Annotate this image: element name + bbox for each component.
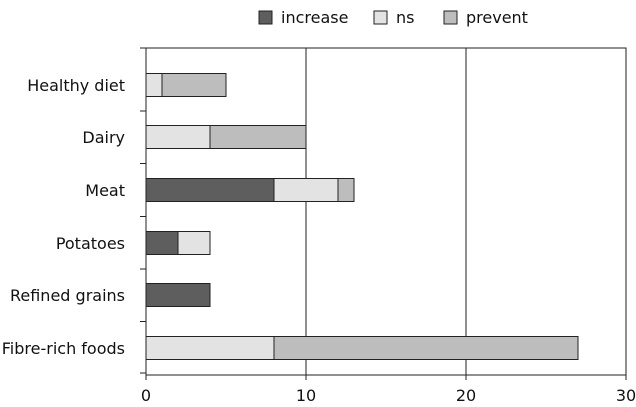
- bar-dairy-ns: [145, 125, 211, 149]
- bar-fibre-rich-foods-prevent: [273, 336, 579, 360]
- bar-meat-ns: [273, 178, 339, 202]
- legend-swatch-increase: [258, 10, 273, 25]
- bars: [145, 73, 579, 360]
- bar-refined-grains-increase: [145, 283, 211, 307]
- y-axis-labels: Healthy diet Dairy Meat Potatoes Refined gra…: [2, 76, 125, 358]
- bar-dairy-prevent: [209, 125, 307, 149]
- legend-label-ns: ns: [396, 8, 414, 27]
- x-tick-label-20: 20: [456, 386, 476, 405]
- legend-label-prevent: prevent: [466, 8, 528, 27]
- bar-meat-increase: [145, 178, 275, 202]
- x-tick-label-0: 0: [141, 386, 151, 405]
- y-label-dairy: Dairy: [82, 128, 125, 147]
- legend-label-increase: increase: [281, 8, 348, 27]
- x-tick-label-10: 10: [296, 386, 316, 405]
- x-axis-labels: 0 10 20 30: [141, 386, 636, 405]
- legend-item-ns: ns: [373, 8, 414, 27]
- y-label-fibre-rich-foods: Fibre-rich foods: [2, 339, 125, 358]
- bar-potatoes-ns: [177, 231, 211, 255]
- grid-lines: [305, 48, 467, 375]
- y-label-potatoes: Potatoes: [56, 234, 125, 253]
- x-tick-label-30: 30: [616, 386, 636, 405]
- legend-swatch-ns: [373, 10, 388, 25]
- axes: [140, 47, 627, 380]
- y-label-refined-grains: Refined grains: [10, 286, 125, 305]
- legend-item-increase: increase: [258, 8, 348, 27]
- bar-healthy-diet-ns: [145, 73, 163, 97]
- legend: increase ns prevent: [258, 8, 528, 27]
- bar-healthy-diet-prevent: [161, 73, 227, 97]
- bar-meat-prevent: [337, 178, 355, 202]
- y-label-healthy-diet: Healthy diet: [27, 76, 125, 95]
- y-label-meat: Meat: [85, 181, 125, 200]
- bar-fibre-rich-foods-ns: [145, 336, 275, 360]
- legend-swatch-prevent: [443, 10, 458, 25]
- legend-item-prevent: prevent: [443, 8, 528, 27]
- plot-frame: [145, 47, 627, 376]
- bar-potatoes-increase: [145, 231, 179, 255]
